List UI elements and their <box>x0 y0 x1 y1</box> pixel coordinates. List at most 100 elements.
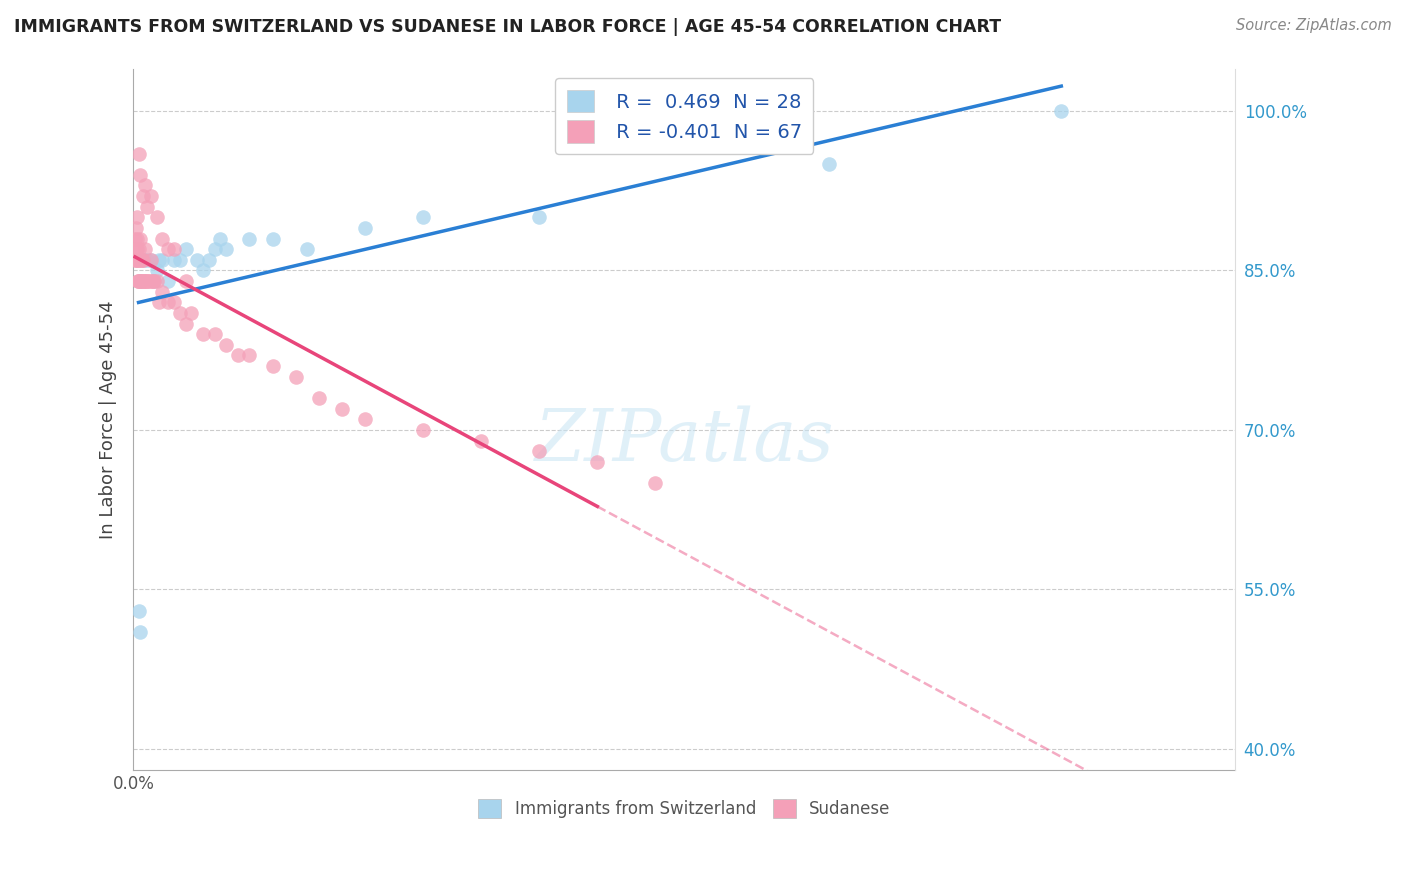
Point <box>209 231 232 245</box>
Point <box>128 231 150 245</box>
Point <box>180 306 202 320</box>
Point <box>128 146 150 161</box>
Point <box>131 274 153 288</box>
Point <box>163 252 186 267</box>
Point <box>148 252 170 267</box>
Point <box>1050 103 1073 118</box>
Point <box>470 434 492 448</box>
Point <box>354 412 377 426</box>
Point <box>125 252 148 267</box>
Y-axis label: In Labor Force | Age 45-54: In Labor Force | Age 45-54 <box>100 300 117 539</box>
Point <box>131 189 153 203</box>
Point <box>262 231 284 245</box>
Point <box>138 274 160 288</box>
Point <box>139 252 162 267</box>
Point <box>145 263 167 277</box>
Point <box>136 252 159 267</box>
Point <box>169 306 191 320</box>
Point <box>131 274 153 288</box>
Point <box>138 274 160 288</box>
Point <box>135 274 157 288</box>
Point <box>150 252 173 267</box>
Point <box>215 338 238 352</box>
Point <box>136 274 159 288</box>
Point <box>128 252 150 267</box>
Point <box>125 231 148 245</box>
Point <box>128 603 150 617</box>
Legend: Immigrants from Switzerland, Sudanese: Immigrants from Switzerland, Sudanese <box>471 792 897 825</box>
Point <box>129 252 152 267</box>
Point <box>125 252 148 267</box>
Point <box>204 327 226 342</box>
Point <box>284 369 307 384</box>
Point <box>157 295 180 310</box>
Point <box>125 242 148 256</box>
Point <box>132 274 155 288</box>
Point <box>157 274 180 288</box>
Point <box>191 327 214 342</box>
Text: Source: ZipAtlas.com: Source: ZipAtlas.com <box>1236 18 1392 33</box>
Point <box>148 295 170 310</box>
Point <box>238 231 260 245</box>
Point <box>174 317 197 331</box>
Point <box>238 349 260 363</box>
Point <box>139 189 162 203</box>
Point <box>157 242 180 256</box>
Point <box>129 274 152 288</box>
Point <box>129 168 152 182</box>
Point <box>163 295 186 310</box>
Point <box>132 252 155 267</box>
Point <box>412 211 434 225</box>
Point <box>529 444 551 458</box>
Point <box>297 242 319 256</box>
Point <box>150 231 173 245</box>
Point <box>136 200 159 214</box>
Point <box>174 274 197 288</box>
Point <box>818 157 841 171</box>
Point <box>644 476 666 491</box>
Point <box>330 401 353 416</box>
Point <box>139 252 162 267</box>
Point <box>128 624 150 639</box>
Point <box>308 391 330 405</box>
Point <box>141 274 163 288</box>
Point <box>143 274 166 288</box>
Point <box>127 274 149 288</box>
Point <box>131 252 153 267</box>
Point <box>169 252 191 267</box>
Point <box>174 242 197 256</box>
Text: IMMIGRANTS FROM SWITZERLAND VS SUDANESE IN LABOR FORCE | AGE 45-54 CORRELATION C: IMMIGRANTS FROM SWITZERLAND VS SUDANESE … <box>14 18 1001 36</box>
Point <box>128 242 150 256</box>
Point <box>145 274 167 288</box>
Point <box>127 274 149 288</box>
Point <box>262 359 284 373</box>
Point <box>412 423 434 437</box>
Point <box>132 252 155 267</box>
Point <box>124 252 146 267</box>
Point <box>163 242 186 256</box>
Point <box>186 252 208 267</box>
Point <box>127 252 149 267</box>
Text: ZIPatlas: ZIPatlas <box>534 405 834 475</box>
Point <box>215 242 238 256</box>
Point <box>134 274 156 288</box>
Point <box>131 274 153 288</box>
Point <box>226 349 249 363</box>
Point <box>191 263 214 277</box>
Point <box>127 242 149 256</box>
Point <box>586 455 609 469</box>
Point <box>204 242 226 256</box>
Point <box>124 231 146 245</box>
Point <box>150 285 173 299</box>
Point <box>143 274 166 288</box>
Point <box>134 178 156 193</box>
Point <box>134 242 156 256</box>
Point <box>142 274 165 288</box>
Point <box>124 221 146 235</box>
Point <box>128 274 150 288</box>
Point <box>354 221 377 235</box>
Point <box>145 211 167 225</box>
Point <box>197 252 219 267</box>
Point <box>529 211 551 225</box>
Point <box>125 211 148 225</box>
